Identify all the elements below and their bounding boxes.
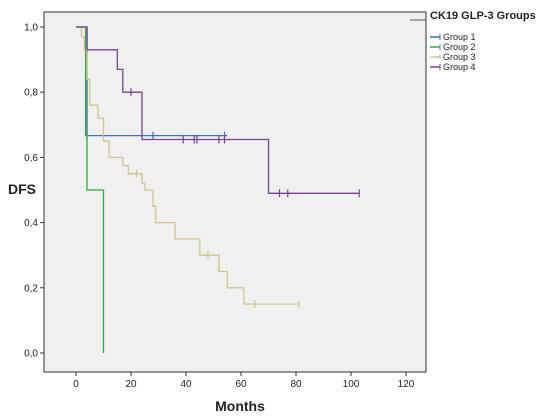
y-axis-title: DFS: [8, 181, 36, 197]
legend-label-group-3: Group 3: [443, 52, 476, 62]
plot-frame: [43, 11, 427, 373]
legend-label-group-2: Group 2: [443, 42, 476, 52]
legend-label-group-1: Group 1: [443, 32, 476, 42]
y-tick-label: 0,6: [24, 153, 38, 164]
y-axis-ticks: 0,0 0,2 0,4 0,6 0,8 1,0: [24, 23, 44, 360]
legend-title: CK19 GLP-3 Groups: [430, 10, 536, 22]
y-tick-label: 0,2: [24, 283, 38, 294]
series-group-4-line: [76, 26, 360, 194]
x-tick-label: 80: [290, 379, 302, 390]
y-tick-label: 0,0: [24, 349, 38, 360]
series-group-3-line: [76, 26, 299, 305]
x-axis-title: Months: [215, 398, 265, 414]
plot-area: [43, 11, 427, 373]
legend-label-group-4: Group 4: [443, 62, 476, 72]
x-tick-label: 100: [343, 379, 360, 390]
x-tick-label: 20: [125, 379, 137, 390]
x-tick-label: 60: [235, 379, 247, 390]
y-tick-label: 0,8: [24, 88, 38, 99]
y-tick-label: 0,4: [24, 218, 38, 229]
x-axis-ticks: 0 20 40 60 80 100 120: [73, 372, 415, 390]
x-tick-label: 120: [398, 379, 415, 390]
x-tick-label: 40: [180, 379, 192, 390]
x-tick-label: 0: [73, 379, 79, 390]
y-tick-label: 1,0: [24, 23, 38, 34]
series-layer: [76, 26, 360, 353]
